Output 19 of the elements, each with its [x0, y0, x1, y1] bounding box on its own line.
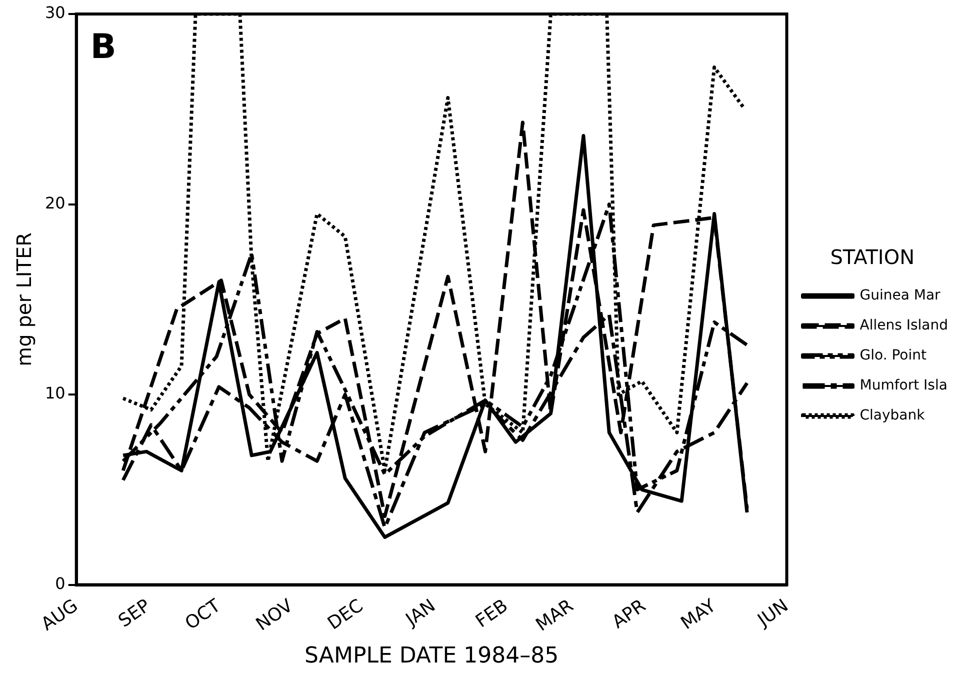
y-tick-label: 0 [55, 574, 66, 593]
annotation: B [90, 26, 116, 67]
y-axis-title: mg per LITER [12, 232, 36, 366]
x-tick-label: FEB [472, 595, 512, 632]
legend-label: Allens Island [860, 318, 948, 334]
y-tick-label: 30 [45, 3, 66, 22]
x-tick-label: MAR [532, 595, 578, 636]
x-axis-title: SAMPLE DATE 1984–85 [304, 644, 559, 669]
legend-label: Glo. Point [860, 348, 927, 364]
legend-label: Mumfort Isla [860, 378, 948, 394]
x-tick-label: DEC [324, 595, 368, 634]
legend-label: Claybank [860, 408, 926, 424]
x-tick-label: OCT [182, 594, 226, 634]
y-tick-label: 20 [45, 193, 66, 212]
y-tick-label: 10 [45, 384, 66, 403]
legend-label: Guinea Mar [860, 288, 941, 304]
x-tick-label: APR [608, 595, 650, 633]
legend-title: STATION [830, 245, 915, 270]
x-tick-label: SEP [114, 595, 154, 632]
